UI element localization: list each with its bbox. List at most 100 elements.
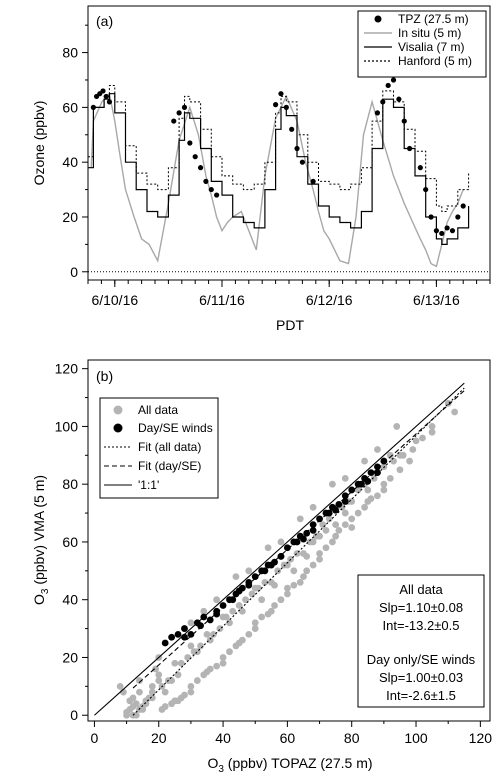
legend-marker-all	[113, 405, 123, 415]
all-data-point	[242, 596, 249, 604]
all-data-point	[451, 408, 459, 416]
all-data-point	[187, 682, 195, 690]
y-axis-title-b: O3 (ppbv) VMA (5 m)	[31, 475, 51, 605]
y-axis-a: 0 20 40 60 80	[62, 24, 88, 280]
all-data-point	[171, 659, 179, 667]
all-data-point	[296, 515, 304, 523]
day-se-point	[309, 521, 317, 529]
x-tick-label-a: 6/12/16	[306, 292, 353, 308]
tpz-point	[433, 228, 439, 234]
all-data-point	[126, 697, 134, 705]
all-data-point	[419, 434, 426, 442]
panel-label-b: (b)	[96, 368, 113, 384]
x-tick-label-b: 0	[91, 730, 99, 746]
all-data-point	[390, 457, 397, 465]
all-data-point	[187, 688, 195, 696]
y-axis-b: 0 20 40 60 80 100 120	[55, 361, 88, 723]
plot-frame-b	[87, 359, 491, 722]
day-se-point	[335, 501, 343, 508]
all-data-point	[177, 659, 185, 667]
all-data-point	[329, 480, 336, 488]
x-tick-label-b: 80	[344, 730, 360, 746]
all-data-point	[309, 538, 317, 546]
all-data-point	[341, 475, 349, 482]
all-data-point	[325, 515, 333, 523]
all-data-point	[197, 642, 204, 650]
stats-all-int: Int=-13.2±0.5	[383, 618, 460, 633]
all-data-point	[203, 630, 211, 638]
all-data-point	[193, 677, 201, 684]
all-data-point	[248, 590, 256, 598]
all-data-point	[290, 581, 298, 589]
legend-label-b: Fit (day/SE)	[138, 459, 201, 473]
all-data-point	[238, 607, 246, 615]
legend-b: All data Day/SE winds Fit (all data) Fit (d…	[99, 397, 219, 499]
tpz-point	[380, 99, 386, 105]
legend-marker-day	[113, 423, 123, 433]
all-data-point	[341, 521, 349, 529]
all-data-point	[364, 498, 372, 505]
all-data-point	[322, 544, 330, 552]
day-se-point	[251, 573, 259, 580]
y-title-sub: 3	[40, 588, 51, 594]
all-data-point	[329, 538, 336, 546]
all-data-point	[296, 578, 304, 586]
all-data-point	[303, 567, 311, 575]
legend-label-b: All data	[138, 403, 178, 417]
series-line-visalia	[88, 93, 470, 245]
x-tick-label-b: 100	[404, 730, 428, 746]
legend-label-b: Day/SE winds	[138, 421, 213, 435]
tpz-point	[278, 91, 284, 97]
all-data-point	[206, 636, 214, 644]
legend-frame-b	[99, 397, 219, 499]
day-se-point	[374, 469, 381, 477]
all-data-point	[428, 423, 436, 430]
y-tick-label-a: 0	[70, 264, 78, 280]
tpz-point	[214, 192, 220, 198]
stats-box: All data Slp=1.10±0.08 Int=-13.2±0.5 Day…	[357, 574, 485, 708]
y-tick-label-b: 0	[70, 707, 78, 723]
all-data-point	[219, 654, 227, 661]
all-data-point	[245, 630, 253, 638]
tpz-point	[273, 102, 279, 108]
day-se-point	[219, 602, 227, 609]
all-data-point	[386, 475, 394, 482]
all-data-point	[354, 509, 362, 517]
day-se-point	[267, 561, 275, 569]
tpz-point	[407, 145, 413, 152]
all-data-point	[300, 573, 307, 580]
fit-line	[132, 390, 465, 689]
all-data-point	[213, 662, 221, 670]
all-data-point	[264, 610, 272, 618]
all-data-point	[370, 475, 378, 482]
all-data-point	[187, 642, 195, 650]
tpz-point	[449, 228, 456, 234]
all-data-point	[319, 521, 327, 529]
all-data-point	[187, 619, 195, 627]
tpz-point	[294, 145, 300, 152]
all-data-point	[361, 457, 368, 465]
y-axis-title-a: Ozone (ppbv)	[31, 101, 47, 186]
all-data-point	[168, 700, 176, 708]
tpz-point	[171, 118, 177, 124]
tpz-point	[455, 214, 461, 220]
day-se-point	[277, 552, 285, 560]
all-data-point	[290, 567, 298, 575]
all-data-point	[406, 457, 413, 465]
y-tick-label-a: 60	[62, 99, 78, 115]
all-data-point	[396, 466, 404, 474]
fit-line	[94, 382, 465, 716]
legend-label-b: '1:1'	[138, 478, 159, 492]
stats-all-title: All data	[399, 582, 443, 597]
all-data-point	[155, 677, 163, 684]
all-data-point	[283, 590, 291, 598]
day-se-point	[325, 509, 333, 517]
x-tick-label-b: 40	[215, 730, 231, 746]
all-data-point	[283, 584, 291, 592]
tpz-point	[390, 77, 397, 83]
day-se-point	[206, 616, 214, 624]
all-data-point	[348, 498, 356, 505]
tpz-point	[439, 230, 445, 237]
all-data-point	[161, 688, 169, 696]
